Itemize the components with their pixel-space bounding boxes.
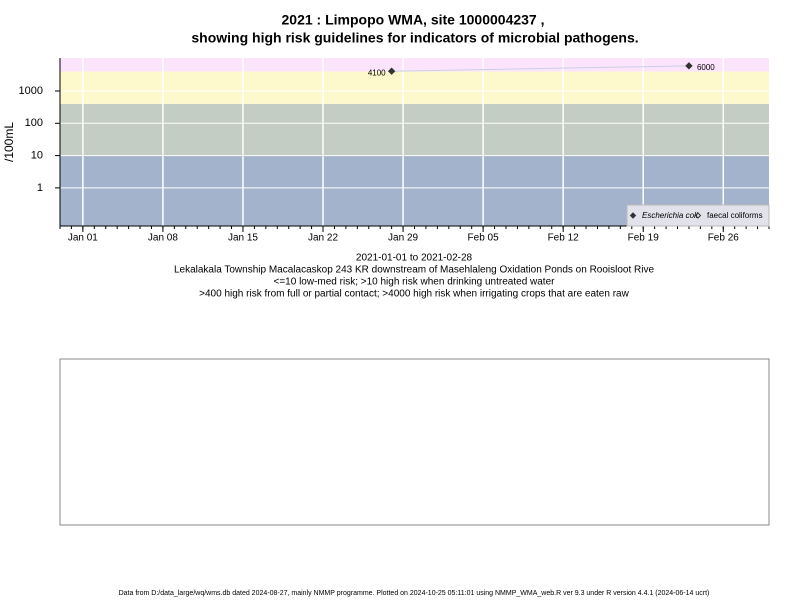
legend-box (626, 204, 770, 227)
risk-band (60, 71, 769, 104)
risk-band (60, 103, 769, 156)
note: Lekalakala Township Macalacaskop 243 KR … (174, 265, 655, 276)
legend-marker (629, 212, 637, 219)
x-tick-label: Jan 15 (228, 233, 258, 244)
x-tick-label: Feb 19 (628, 233, 660, 244)
x-tick-label: Jan 01 (68, 233, 98, 244)
chart-subtitle: showing high risk guidelines for indicat… (191, 30, 638, 46)
chart-title: 2021 : Limpopo WMA, site 1000004237 , (282, 12, 545, 28)
footer: Data from D:/data_large/wq/wms.db dated … (119, 590, 710, 597)
x-axis-label: 2021-01-01 to 2021-02-28 (356, 253, 473, 264)
y-tick-label: 10 (31, 149, 43, 161)
risk-band (60, 58, 769, 72)
data-label: 6000 (697, 63, 715, 72)
x-tick-label: Feb 26 (708, 233, 740, 244)
y-tick-label: 100 (25, 117, 43, 129)
data-label: 4100 (368, 68, 386, 77)
series-line (391, 65, 689, 72)
x-tick-label: Jan 22 (308, 233, 338, 244)
legend-label: faecal coliforms (707, 211, 763, 220)
data-point (685, 62, 693, 70)
x-tick-label: Jan 08 (148, 233, 178, 244)
note: >400 high risk from full or partial cont… (199, 289, 629, 300)
x-tick-label: Feb 12 (548, 233, 580, 244)
note: <=10 low-med risk; >10 high risk when dr… (274, 277, 556, 288)
legend-marker (694, 212, 702, 219)
legend-label: Escherichia coli (642, 211, 698, 220)
x-tick-label: Feb 05 (468, 233, 500, 244)
y-axis-label: /100mL (2, 122, 16, 162)
data-point (387, 67, 396, 75)
empty-panel (59, 358, 770, 526)
y-tick-label: 1000 (19, 85, 43, 97)
x-tick-label: Jan 29 (388, 233, 418, 244)
y-tick-label: 1 (37, 182, 43, 194)
